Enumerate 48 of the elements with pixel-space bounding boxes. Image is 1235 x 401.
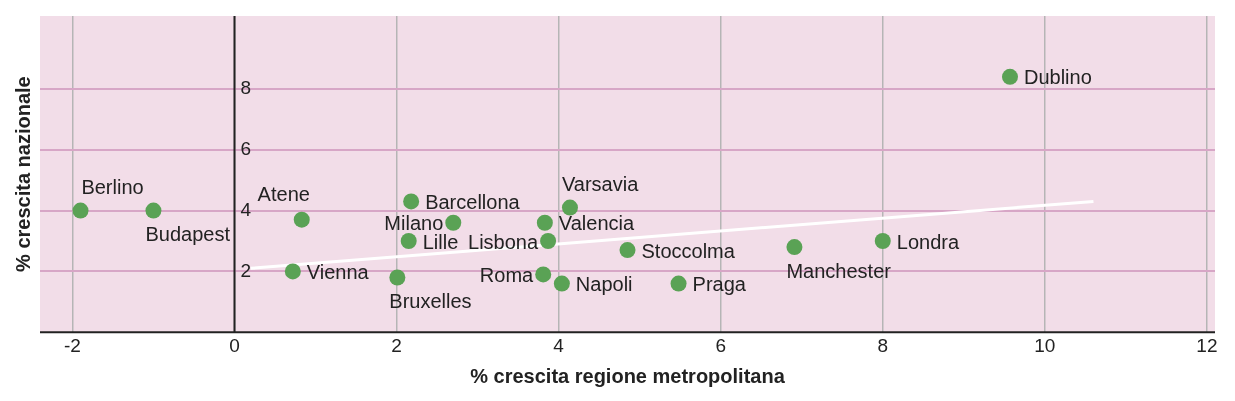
point bbox=[670, 275, 687, 292]
point bbox=[561, 199, 578, 216]
series-label: Londra bbox=[896, 230, 960, 253]
x-axis-title: % crescita regione metropolitana bbox=[470, 364, 786, 387]
x-tick-label: 10 bbox=[1034, 334, 1056, 356]
y-axis-title: % crescita nazionale bbox=[11, 76, 34, 272]
series-label: Napoli bbox=[575, 273, 633, 296]
point bbox=[445, 214, 462, 231]
y-tick-label: 6 bbox=[240, 138, 252, 160]
x-tick-label: 12 bbox=[1196, 334, 1218, 356]
point bbox=[1001, 68, 1018, 85]
y-tick-label: 2 bbox=[240, 259, 252, 281]
series-label: Atene bbox=[257, 183, 310, 206]
series-label: Bruxelles bbox=[389, 289, 472, 312]
point bbox=[72, 202, 89, 219]
point bbox=[874, 232, 891, 249]
x-tick-label: -2 bbox=[63, 334, 81, 356]
x-tick-label: 2 bbox=[391, 334, 402, 356]
series-label: Praga bbox=[692, 273, 747, 296]
point bbox=[284, 263, 301, 280]
point bbox=[619, 242, 636, 259]
point bbox=[145, 202, 162, 219]
x-tick-label: 8 bbox=[877, 334, 889, 356]
point bbox=[403, 193, 420, 210]
point bbox=[293, 211, 310, 228]
series-label: Varsavia bbox=[561, 173, 640, 196]
point bbox=[400, 232, 417, 249]
y-tick-label: 4 bbox=[240, 198, 252, 220]
series-label: Dublino bbox=[1023, 66, 1092, 89]
point bbox=[536, 214, 553, 231]
series-label: Manchester bbox=[786, 259, 892, 282]
series-label: Lisbona bbox=[468, 230, 539, 253]
y-tick-label: 8 bbox=[240, 77, 252, 99]
series-label: Berlino bbox=[81, 176, 144, 199]
x-tick-label: 0 bbox=[229, 334, 240, 356]
series-label: Valencia bbox=[558, 212, 635, 235]
series-label: Budapest bbox=[145, 223, 231, 246]
point bbox=[553, 275, 570, 292]
x-tick-label: 4 bbox=[553, 334, 565, 356]
series-label: Barcellona bbox=[425, 190, 521, 213]
point bbox=[535, 266, 552, 283]
series-label: Roma bbox=[479, 263, 535, 286]
series-label: Stoccolma bbox=[641, 239, 736, 262]
point bbox=[389, 269, 406, 286]
series-label: Vienna bbox=[306, 260, 370, 283]
x-tick-label: 6 bbox=[715, 334, 726, 356]
point bbox=[540, 232, 557, 249]
point bbox=[786, 239, 803, 256]
